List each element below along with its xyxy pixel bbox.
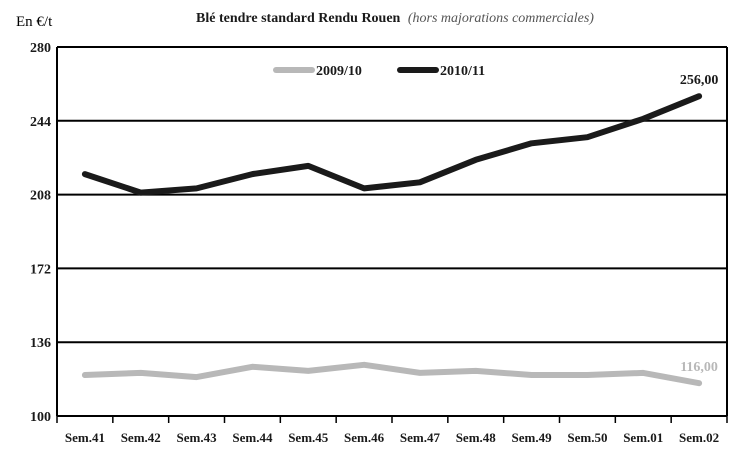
- y-axis-ticks: 100 136 172 208 244 280: [30, 41, 51, 425]
- series-lines: [81, 93, 703, 387]
- end-label-2009-10: 116,00: [680, 360, 718, 375]
- chart-title: Blé tendre standard Rendu Rouen (hors ma…: [196, 11, 594, 26]
- x-tick-label-sem50: Sem.50: [567, 430, 607, 445]
- x-tick-label-sem46: Sem.46: [344, 430, 385, 445]
- y-tick-label-172: 172: [30, 262, 51, 277]
- end-label-2010-11: 256,00: [680, 73, 719, 88]
- legend: 2009/10 2010/11: [273, 64, 485, 79]
- x-tick-label-sem02: Sem.02: [679, 430, 719, 445]
- series-line-2010-11: [81, 93, 703, 196]
- x-tick-label-sem44: Sem.44: [232, 430, 273, 445]
- y-tick-label-100: 100: [30, 410, 51, 425]
- y-tick-label-136: 136: [30, 336, 51, 351]
- chart-title-main: Blé tendre standard Rendu Rouen: [196, 11, 401, 26]
- y-tick-label-244: 244: [30, 115, 51, 130]
- x-tick-label-sem01: Sem.01: [623, 430, 663, 445]
- x-tick-label-sem41: Sem.41: [65, 430, 105, 445]
- x-tick-label-sem43: Sem.43: [177, 430, 218, 445]
- legend-label-2009-10: 2009/10: [316, 64, 362, 79]
- series-line-2009-10: [81, 361, 703, 387]
- x-axis-ticks: Sem.41 Sem.42 Sem.43 Sem.44 Sem.45 Sem.46 Sem.…: [56, 416, 728, 445]
- y-tick-label-280: 280: [30, 41, 51, 56]
- legend-label-2010-11: 2010/11: [440, 64, 485, 79]
- end-labels: 116,00 256,00: [680, 73, 719, 375]
- x-tick-label-sem47: Sem.47: [400, 430, 441, 445]
- y-axis-unit-label: En €/t: [16, 14, 53, 30]
- chart-title-sub: (hors majorations commerciales): [408, 11, 594, 26]
- grid-lines: [56, 46, 728, 417]
- x-tick-label-sem48: Sem.48: [456, 430, 497, 445]
- y-tick-label-208: 208: [30, 189, 51, 204]
- x-tick-label-sem42: Sem.42: [121, 430, 161, 445]
- x-tick-label-sem49: Sem.49: [512, 430, 553, 445]
- x-tick-label-sem45: Sem.45: [288, 430, 329, 445]
